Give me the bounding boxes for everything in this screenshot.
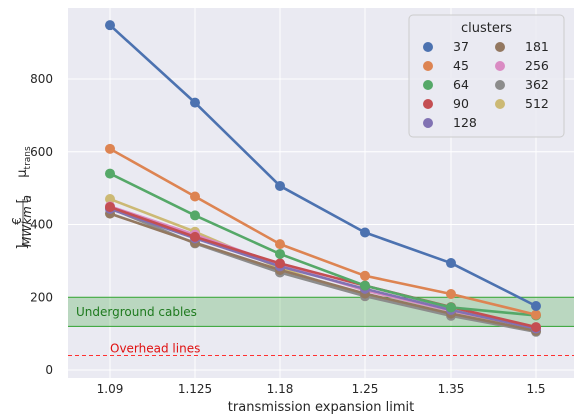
series-line-64 bbox=[109, 172, 537, 317]
data-point bbox=[360, 227, 370, 238]
y-axis-label-subscript: trans bbox=[23, 146, 33, 169]
legend-item-181: 181 bbox=[495, 39, 549, 54]
legend-label: 37 bbox=[453, 39, 469, 54]
legend-label: 45 bbox=[453, 58, 469, 73]
svg-text:μtrans: μtrans bbox=[15, 146, 33, 178]
legend-label: 90 bbox=[453, 96, 469, 111]
x-tick-label: 1.125 bbox=[178, 382, 212, 396]
x-tick-label: 1.18 bbox=[267, 382, 294, 396]
legend-box bbox=[408, 14, 565, 138]
data-point bbox=[531, 309, 541, 320]
y-axis-unit-bracket-left: [ bbox=[15, 198, 30, 203]
data-point bbox=[275, 180, 285, 191]
legend-label: 512 bbox=[525, 96, 549, 111]
legend-item-128: 128 bbox=[423, 115, 477, 130]
overhead-lines-label: Overhead lines bbox=[110, 341, 200, 355]
x-tick-label: 1.5 bbox=[526, 382, 545, 396]
underground-cables-label: Underground cables bbox=[76, 305, 197, 319]
legend-item-45: 45 bbox=[423, 58, 469, 73]
data-point bbox=[190, 97, 200, 108]
legend-title: clusters bbox=[461, 21, 512, 36]
legend-item-362: 362 bbox=[495, 77, 549, 92]
y-tick-labels: 0 200 400 600 800 bbox=[30, 72, 53, 377]
series-line-45 bbox=[109, 147, 537, 316]
y-tick-label: 400 bbox=[30, 218, 53, 232]
series-line-90 bbox=[109, 205, 537, 329]
x-axis-label: transmission expansion limit bbox=[228, 400, 414, 415]
legend-label: 128 bbox=[453, 115, 477, 130]
data-point bbox=[360, 270, 370, 281]
legend-label: 64 bbox=[453, 77, 469, 92]
data-point bbox=[360, 280, 370, 291]
legend-marker bbox=[423, 99, 433, 109]
series-line-37 bbox=[109, 24, 537, 308]
series-line-128 bbox=[109, 207, 537, 330]
legend-item-90: 90 bbox=[423, 96, 469, 111]
data-point bbox=[105, 168, 115, 179]
data-point bbox=[105, 143, 115, 154]
legend-marker bbox=[423, 80, 433, 90]
y-tick-label: 200 bbox=[30, 290, 53, 304]
y-tick-label: 0 bbox=[45, 363, 53, 377]
data-point bbox=[275, 239, 285, 250]
data-point bbox=[446, 258, 456, 269]
legend-item-512: 512 bbox=[495, 96, 549, 111]
x-tick-label: 1.09 bbox=[97, 382, 124, 396]
data-point bbox=[531, 300, 541, 311]
y-tick-label: 600 bbox=[30, 145, 53, 159]
legend-marker bbox=[423, 42, 433, 52]
y-axis-unit-numerator: € bbox=[10, 217, 24, 225]
y-tick-label: 800 bbox=[30, 72, 53, 86]
y-axis-label-symbol: μ bbox=[15, 169, 30, 177]
legend-item-37: 37 bbox=[423, 39, 469, 54]
y-axis-unit-denominator: MWkm a bbox=[20, 195, 34, 247]
y-axis-label: μtrans [ € MWkm a ] bbox=[10, 146, 34, 250]
legend-label: 181 bbox=[525, 39, 549, 54]
legend-marker bbox=[495, 42, 505, 52]
data-point bbox=[105, 194, 115, 205]
series-45 bbox=[105, 143, 541, 320]
legend-marker bbox=[495, 99, 505, 109]
data-point bbox=[531, 322, 541, 333]
legend-item-64: 64 bbox=[423, 77, 469, 92]
legend-label: 256 bbox=[525, 58, 549, 73]
data-point bbox=[446, 288, 456, 299]
data-point bbox=[190, 210, 200, 221]
legend-marker bbox=[495, 61, 505, 71]
series-37 bbox=[105, 20, 541, 311]
series-line-181 bbox=[109, 212, 537, 332]
data-point bbox=[105, 20, 115, 31]
y-axis-unit-bracket-right: ] bbox=[15, 244, 30, 249]
series-64 bbox=[105, 168, 541, 321]
data-point bbox=[190, 191, 200, 202]
legend: clusters 37 45 64 90 128 181 256 362 512 bbox=[408, 14, 565, 138]
data-point bbox=[275, 248, 285, 259]
legend-label: 362 bbox=[525, 77, 549, 92]
x-tick-label: 1.25 bbox=[352, 382, 379, 396]
data-point bbox=[105, 202, 115, 213]
legend-marker bbox=[423, 118, 433, 128]
x-tick-label: 1.35 bbox=[438, 382, 465, 396]
legend-item-256: 256 bbox=[495, 58, 549, 73]
legend-marker bbox=[423, 61, 433, 71]
data-point bbox=[446, 302, 456, 313]
legend-marker bbox=[495, 80, 505, 90]
series-group bbox=[105, 20, 541, 337]
x-tick-labels: 1.09 1.125 1.18 1.25 1.35 1.5 bbox=[97, 382, 546, 396]
data-point bbox=[275, 258, 285, 269]
legend-items: 37 45 64 90 128 181 256 362 512 bbox=[423, 39, 549, 130]
data-point bbox=[190, 231, 200, 242]
